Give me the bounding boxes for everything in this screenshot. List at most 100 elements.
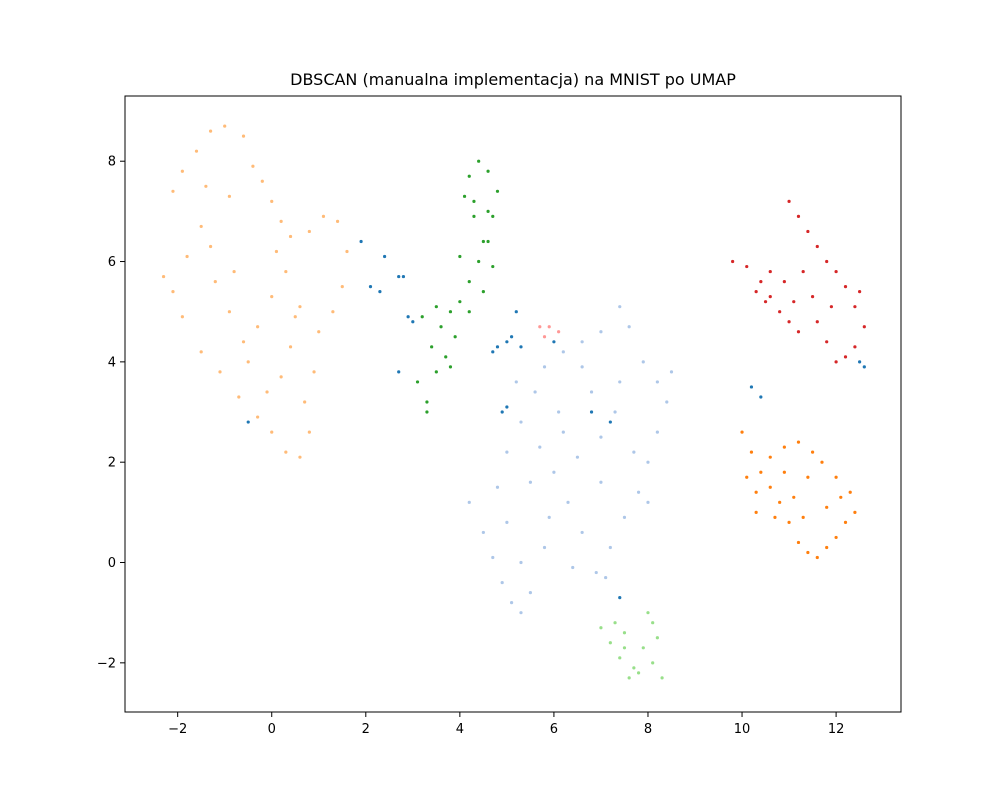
data-point xyxy=(425,410,429,414)
data-point xyxy=(439,325,443,329)
data-point xyxy=(448,365,453,369)
data-point xyxy=(335,219,340,224)
data-point xyxy=(256,325,260,329)
data-point xyxy=(401,274,406,279)
data-point xyxy=(288,234,293,239)
data-point xyxy=(796,330,801,334)
data-point xyxy=(787,199,791,203)
data-point xyxy=(853,305,857,309)
data-point xyxy=(218,370,222,374)
data-point xyxy=(745,264,749,269)
cluster-7 xyxy=(246,239,866,600)
data-point xyxy=(321,214,326,218)
data-point xyxy=(604,575,608,580)
data-point xyxy=(608,420,612,424)
data-point xyxy=(547,515,551,519)
data-point xyxy=(731,259,735,264)
data-point xyxy=(778,310,782,314)
data-point xyxy=(778,500,782,504)
data-point xyxy=(288,345,293,349)
data-point xyxy=(434,370,438,374)
data-point xyxy=(467,500,471,504)
data-point xyxy=(317,330,321,334)
data-point xyxy=(486,239,490,244)
data-point xyxy=(834,360,838,364)
data-point xyxy=(505,520,509,524)
data-point xyxy=(646,500,650,504)
data-point xyxy=(274,249,279,254)
y-tick-label: 4 xyxy=(108,355,116,370)
data-point xyxy=(589,390,594,394)
data-point xyxy=(161,274,166,279)
data-point xyxy=(359,239,363,244)
data-point xyxy=(505,340,509,344)
data-point xyxy=(453,335,457,339)
data-point xyxy=(834,475,838,479)
data-point xyxy=(594,570,598,575)
data-point xyxy=(825,259,829,264)
data-point xyxy=(538,445,542,449)
data-point xyxy=(430,345,434,349)
data-point xyxy=(858,290,862,294)
data-point xyxy=(759,280,763,284)
data-point xyxy=(740,430,744,434)
data-point xyxy=(820,460,824,464)
data-point xyxy=(825,505,829,509)
data-point xyxy=(848,490,852,494)
data-point xyxy=(810,450,815,454)
data-point xyxy=(491,555,495,560)
data-point xyxy=(796,540,801,545)
data-point xyxy=(754,510,758,514)
data-point xyxy=(589,410,594,414)
data-point xyxy=(505,405,509,409)
data-point xyxy=(763,300,768,304)
data-point xyxy=(618,380,622,384)
data-point xyxy=(246,360,250,364)
data-point xyxy=(759,395,763,399)
data-point xyxy=(528,591,533,595)
data-point xyxy=(542,545,547,550)
data-point xyxy=(843,520,848,524)
data-point xyxy=(768,269,772,274)
data-point xyxy=(481,530,485,535)
data-point xyxy=(858,360,862,364)
data-point xyxy=(613,621,617,625)
cluster-5 xyxy=(740,430,857,560)
data-point xyxy=(194,149,199,153)
data-point xyxy=(862,365,866,369)
cluster-6 xyxy=(538,325,561,339)
data-point xyxy=(636,671,641,675)
data-point xyxy=(580,530,584,535)
data-point xyxy=(185,254,189,259)
data-point xyxy=(651,661,655,665)
data-point xyxy=(787,320,791,324)
data-point xyxy=(307,229,311,234)
data-point xyxy=(345,249,349,254)
data-point xyxy=(444,355,448,359)
data-point xyxy=(491,350,495,354)
y-tick-label: 2 xyxy=(108,456,116,471)
data-point xyxy=(500,580,504,585)
data-point xyxy=(519,611,523,615)
data-point xyxy=(528,480,533,484)
data-point xyxy=(599,480,603,484)
y-tick-label: 6 xyxy=(108,255,116,270)
data-point xyxy=(237,395,241,399)
data-point xyxy=(180,169,184,173)
cluster-3 xyxy=(599,611,664,680)
data-point xyxy=(509,335,514,339)
cluster-4 xyxy=(731,199,866,364)
data-point xyxy=(754,290,758,294)
data-point xyxy=(491,264,495,269)
x-tick-label: 12 xyxy=(828,722,845,737)
plot-frame xyxy=(124,95,902,713)
data-point xyxy=(843,285,848,289)
x-tick-label: 0 xyxy=(268,722,276,737)
data-point xyxy=(519,560,523,565)
data-point xyxy=(208,244,213,249)
data-point xyxy=(825,340,829,344)
data-point xyxy=(472,199,476,203)
data-point xyxy=(575,455,580,459)
data-point xyxy=(514,310,518,314)
x-tick-label: 8 xyxy=(644,722,652,737)
